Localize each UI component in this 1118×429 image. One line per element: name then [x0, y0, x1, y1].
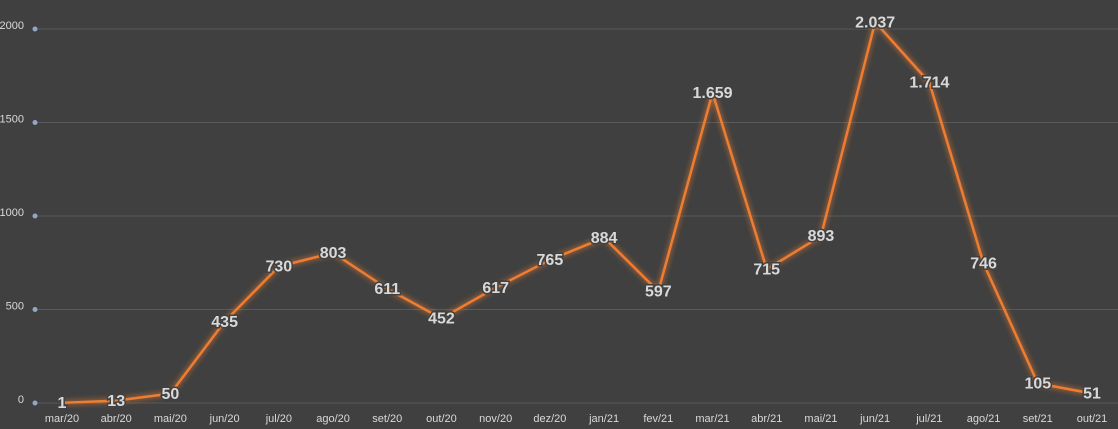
x-tick-label: dez/20 — [533, 413, 566, 425]
x-tick-label: ago/21 — [967, 413, 1001, 425]
y-tick-mark — [32, 26, 38, 32]
x-tick-label: mar/20 — [45, 413, 79, 425]
data-label: 435 — [211, 314, 238, 331]
x-tick-label: out/21 — [1077, 413, 1108, 425]
x-tick-label: out/20 — [426, 413, 457, 425]
y-tick-label: 1000 — [0, 207, 24, 219]
y-tick-label: 500 — [6, 300, 24, 312]
data-label: 803 — [320, 245, 347, 262]
x-tick-label: set/21 — [1023, 413, 1053, 425]
data-label: 715 — [753, 262, 780, 279]
data-label: 746 — [970, 256, 997, 273]
data-label: 1.714 — [909, 75, 949, 92]
x-tick-label: set/20 — [372, 413, 402, 425]
data-line — [61, 20, 1093, 405]
x-tick-label: mai/20 — [154, 413, 187, 425]
x-tick-label: mar/21 — [695, 413, 729, 425]
x-tick-label: jul/21 — [915, 413, 942, 425]
y-tick-label: 0 — [18, 394, 24, 406]
data-label: 13 — [107, 393, 125, 410]
data-label: 1.659 — [693, 85, 733, 102]
x-tick-label: jan/21 — [588, 413, 619, 425]
y-tick-mark — [32, 400, 38, 406]
y-tick-mark — [32, 120, 38, 125]
x-tick-label: mai/21 — [804, 413, 837, 425]
data-label: 105 — [1024, 376, 1051, 393]
x-tick-label: jun/21 — [859, 413, 890, 425]
x-tick-label: abr/21 — [751, 413, 782, 425]
y-tick-mark — [32, 307, 38, 312]
x-tick-label: jul/20 — [265, 413, 292, 425]
data-label: 2.037 — [855, 14, 895, 31]
data-label: 597 — [645, 284, 672, 301]
data-label: 893 — [808, 228, 835, 245]
data-label: 51 — [1083, 386, 1101, 403]
data-label: 611 — [374, 281, 400, 298]
data-label: 765 — [537, 252, 564, 269]
x-tick-label: nov/20 — [479, 413, 512, 425]
x-tick-label: abr/20 — [101, 413, 132, 425]
x-tick-label: fev/21 — [643, 413, 673, 425]
x-tick-label: ago/20 — [316, 413, 350, 425]
data-label: 730 — [265, 259, 292, 276]
data-label: 617 — [482, 280, 509, 297]
y-tick-label: 2000 — [0, 20, 24, 32]
y-tick-label: 1500 — [0, 113, 24, 125]
data-label: 452 — [428, 311, 455, 328]
y-tick-mark — [32, 213, 38, 219]
data-label: 884 — [591, 230, 618, 247]
data-label: 50 — [162, 386, 180, 403]
data-label: 1 — [58, 395, 67, 412]
x-tick-label: jun/20 — [209, 413, 240, 425]
